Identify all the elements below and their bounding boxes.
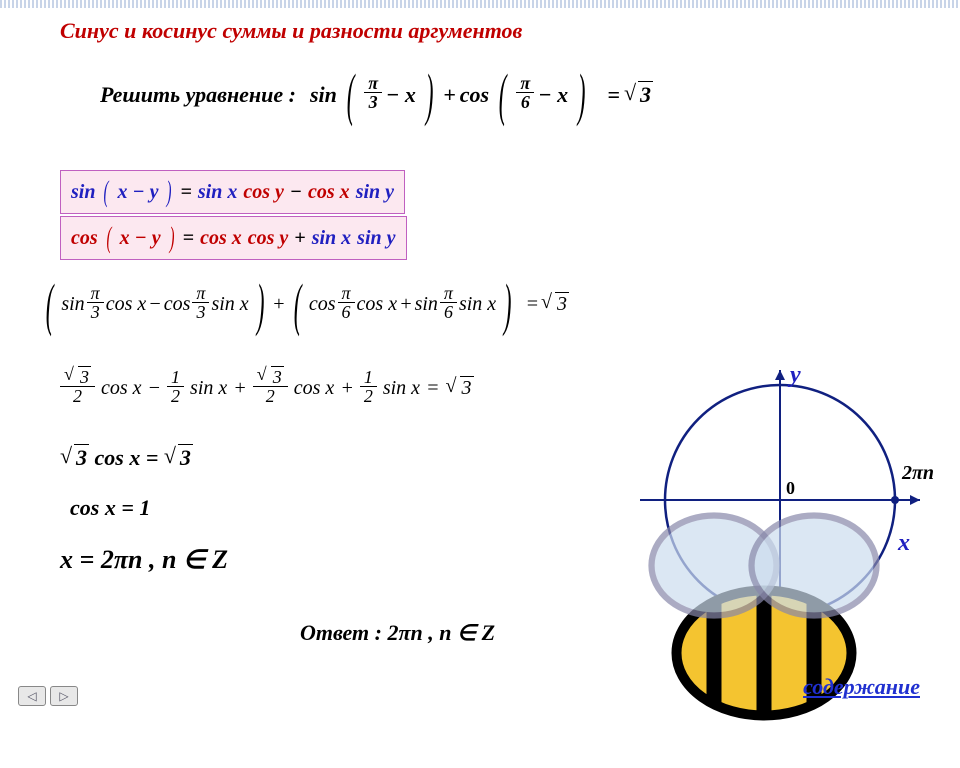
step-expanded: ( sin π3 cos x − cos π3 sin x ) + ( cos … [40,280,569,329]
formula-sin-diff: sin ( x − y ) = sin x cos y − cos x sin … [60,170,405,214]
bee-icon [614,488,914,768]
sqrt-icon: 3 [624,82,653,108]
y-axis-label: y [790,362,801,389]
sin-fn: sin [310,82,337,108]
page-title: Синус и косинус суммы и разности аргумен… [0,8,960,50]
step-cosx1: cos x = 1 [70,495,150,521]
next-button[interactable]: ▷ [50,686,78,706]
problem-prefix: Решить уравнение : [100,82,296,108]
answer-line: Ответ : 2πn , n ∈ Z [300,620,495,646]
lparen-icon: ( [347,70,355,119]
point-label: 2πn [902,462,934,485]
step-solution: x = 2πn , n ∈ Z [60,545,228,575]
formula-cos-diff: cos ( x − y ) = cos x cos y + sin x sin … [60,216,407,260]
nav-buttons: ◁ ▷ [18,686,78,706]
step-sqrt3cosx: 3 cos x = 3 [60,445,193,471]
step-numeric: 32 cos x − 12 sin x + 32 cos x + 12 sin … [60,370,474,407]
contents-link[interactable]: содержание [803,674,920,700]
rparen-icon: ) [426,70,434,119]
prev-button[interactable]: ◁ [18,686,46,706]
unit-circle: x y 0 2πn [630,360,930,640]
problem-equation: Решить уравнение : sin ( π3 − x ) + cos … [100,70,653,119]
